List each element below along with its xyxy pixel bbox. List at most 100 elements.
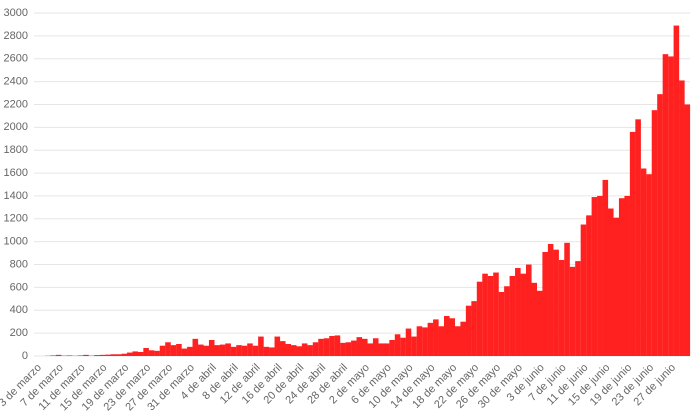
bar <box>668 56 674 357</box>
bar <box>181 348 188 356</box>
bar <box>520 273 527 356</box>
bar <box>143 347 149 356</box>
bar <box>269 347 275 356</box>
y-tick-label: 3000 <box>4 7 28 19</box>
bar <box>433 319 439 356</box>
bar <box>569 266 576 356</box>
bar <box>148 350 155 356</box>
y-tick-label: 2200 <box>4 98 28 110</box>
bar <box>165 342 171 356</box>
y-tick-label: 1400 <box>4 190 28 202</box>
y-tick-label: 0 <box>22 350 28 362</box>
bar <box>225 343 231 356</box>
y-tick-label: 600 <box>10 281 28 293</box>
bar <box>646 174 652 356</box>
bar <box>504 286 510 356</box>
bar <box>198 344 204 356</box>
bar <box>657 94 663 356</box>
bar <box>591 197 598 356</box>
bar <box>110 354 117 356</box>
bar <box>77 355 84 356</box>
bar <box>192 338 199 356</box>
bar <box>187 346 193 356</box>
bar <box>230 346 237 356</box>
bar <box>597 195 603 356</box>
bar <box>94 355 100 356</box>
bar <box>280 341 286 356</box>
bar <box>465 305 472 356</box>
bar <box>405 328 412 356</box>
bar <box>536 290 543 356</box>
bar <box>323 338 330 356</box>
bar <box>351 340 357 356</box>
bar <box>378 343 384 356</box>
bar <box>318 338 324 356</box>
bar <box>312 342 319 356</box>
bar <box>547 243 554 356</box>
bar <box>438 326 445 356</box>
bar <box>640 168 647 356</box>
bar <box>618 198 625 356</box>
bar <box>476 281 483 356</box>
y-tick-label: 1600 <box>4 167 28 179</box>
bar <box>214 345 220 356</box>
bar <box>629 131 636 356</box>
bar <box>487 275 494 356</box>
bar <box>307 345 313 356</box>
y-tick-label: 1200 <box>4 213 28 225</box>
bar <box>285 343 292 356</box>
bar <box>449 318 456 356</box>
bar <box>290 345 297 356</box>
bar <box>558 259 565 356</box>
y-tick-label: 800 <box>10 258 28 270</box>
bar <box>301 343 308 356</box>
bar <box>454 326 461 356</box>
y-tick-label: 2400 <box>4 76 28 88</box>
bar <box>203 345 210 356</box>
bar <box>389 339 395 356</box>
bar <box>247 343 253 356</box>
bar <box>586 215 592 356</box>
bar <box>126 352 133 356</box>
bar <box>219 344 226 356</box>
bar <box>482 273 488 356</box>
bar <box>367 343 374 356</box>
bar <box>411 336 417 356</box>
bar <box>263 346 270 356</box>
bar <box>252 345 259 356</box>
bar <box>99 354 106 356</box>
bar <box>362 338 368 356</box>
bar <box>274 336 281 356</box>
y-tick-label: 1000 <box>4 236 28 248</box>
bar <box>515 267 521 356</box>
bar <box>635 119 641 356</box>
bar <box>580 224 587 356</box>
bar <box>236 345 242 356</box>
bar <box>55 354 62 356</box>
bar <box>159 345 166 356</box>
y-tick-label: 2600 <box>4 53 28 65</box>
bar <box>116 354 122 356</box>
bar <box>613 217 620 356</box>
bar <box>422 327 428 356</box>
bar <box>427 322 434 356</box>
bar <box>542 251 548 356</box>
bar <box>340 342 346 356</box>
bar <box>329 335 335 356</box>
bar <box>679 80 685 356</box>
bar <box>372 338 379 356</box>
bar <box>400 337 406 356</box>
bar <box>132 351 138 356</box>
y-tick-label: 400 <box>10 304 28 316</box>
bar <box>493 272 499 356</box>
bar <box>651 110 658 356</box>
bar <box>258 336 264 356</box>
bar <box>608 208 614 356</box>
bar <box>83 354 89 356</box>
bar <box>471 301 477 356</box>
y-tick-label: 2000 <box>4 121 28 133</box>
y-tick-label: 2800 <box>4 30 28 42</box>
bar <box>154 350 160 356</box>
bar <box>394 334 401 356</box>
